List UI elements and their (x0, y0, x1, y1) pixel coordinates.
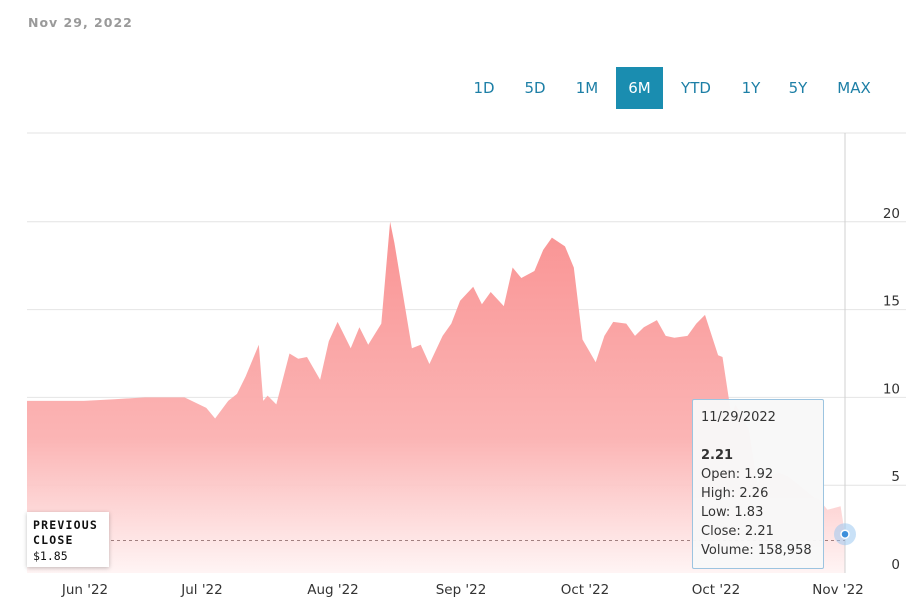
x-tick-label: Nov '22 (812, 582, 864, 598)
tooltip-open: Open: 1.92 (701, 467, 774, 482)
x-tick-label: Jul '22 (180, 582, 222, 598)
tooltip-low: Low: 1.83 (701, 505, 764, 520)
range-tab-5d[interactable]: 5D (524, 79, 546, 97)
range-tab-6m[interactable]: 6M (616, 67, 663, 109)
y-tick-label: 5 (891, 469, 900, 485)
range-tab-5y[interactable]: 5Y (788, 79, 808, 97)
range-tab-1d[interactable]: 1D (473, 79, 495, 97)
y-tick-label: 20 (883, 206, 900, 222)
x-tick-label: Oct '22 (561, 582, 610, 598)
range-tab-1y[interactable]: 1Y (741, 79, 761, 97)
previous-close-badge: PREVIOUS CLOSE $1.85 (27, 512, 109, 567)
x-tick-label: Oct '22 (692, 582, 741, 598)
previous-close-label-2: CLOSE (33, 533, 74, 547)
y-tick-label: 15 (883, 294, 900, 310)
tooltip-price: 2.21 (701, 448, 734, 463)
range-tab-max[interactable]: MAX (837, 79, 871, 97)
y-axis: 0 5 10 15 20 (883, 206, 900, 573)
x-tick-label: Jun '22 (61, 582, 108, 598)
previous-close-label-1: PREVIOUS (33, 518, 98, 532)
x-axis: Jun '22 Jul '22 Aug '22 Sep '22 Oct '22 Oct '… (61, 582, 864, 598)
price-area (27, 221, 845, 574)
tooltip-date: 11/29/2022 (701, 410, 776, 425)
price-tooltip: 11/29/2022 2.21 Open: 1.92 High: 2.26 Lo… (692, 399, 824, 569)
y-tick-label: 10 (883, 381, 900, 397)
tooltip-close: Close: 2.21 (701, 524, 774, 539)
range-tab-1m[interactable]: 1M (575, 79, 599, 97)
range-tab-ytd[interactable]: YTD (681, 79, 711, 97)
tooltip-volume: Volume: 158,958 (701, 543, 812, 558)
y-tick-label: 0 (891, 557, 900, 573)
x-tick-label: Aug '22 (307, 582, 359, 598)
chart-date: Nov 29, 2022 (28, 15, 133, 30)
tooltip-high: High: 2.26 (701, 486, 769, 501)
previous-close-value: $1.85 (33, 549, 68, 563)
hover-marker[interactable] (840, 529, 850, 539)
x-tick-label: Sep '22 (436, 582, 487, 598)
